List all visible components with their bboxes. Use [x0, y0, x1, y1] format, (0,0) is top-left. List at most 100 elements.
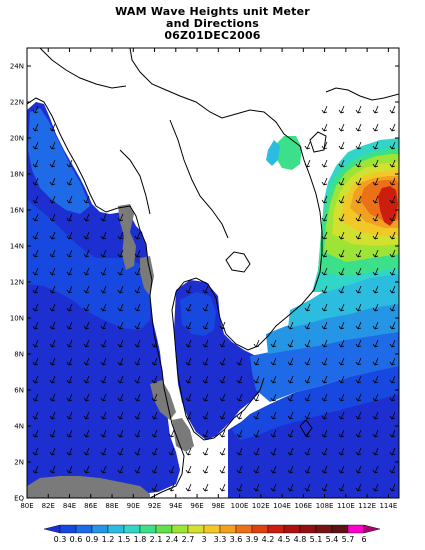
colorbar-swatch — [171, 524, 189, 534]
direction-arrow — [219, 483, 226, 492]
direction-arrow — [389, 141, 396, 150]
wave-direction-arrows — [32, 105, 396, 492]
colorbar-swatch — [43, 524, 61, 534]
direction-arrow — [372, 123, 379, 132]
direction-arrow — [338, 357, 345, 366]
direction-arrow — [338, 447, 345, 456]
direction-arrow — [372, 303, 379, 312]
direction-arrow — [32, 303, 39, 312]
direction-arrow — [32, 177, 39, 186]
direction-arrow — [338, 105, 345, 114]
direction-arrow — [202, 393, 209, 402]
colorbar-label: 5.7 — [342, 535, 355, 544]
direction-arrow — [49, 393, 56, 402]
direction-arrow — [100, 393, 107, 402]
colorbar-label: 3.9 — [246, 535, 259, 544]
direction-arrow — [372, 285, 379, 294]
coastlines — [27, 48, 399, 498]
direction-arrow — [304, 357, 311, 366]
direction-arrow — [287, 375, 294, 384]
direction-arrow — [321, 411, 328, 420]
direction-arrow — [355, 375, 362, 384]
colorbar-swatch — [187, 524, 205, 534]
colorbar-label: 0.3 — [54, 535, 67, 544]
direction-arrow — [389, 357, 396, 366]
colorbar-swatch — [123, 524, 141, 534]
lon-tick-label: 90E — [127, 502, 140, 510]
axis-ticks: 80E 82E 84E 86E 88E 90E 92E 94E 96E 98E 100E 102E 10… — [10, 48, 399, 510]
direction-arrow — [338, 321, 345, 330]
sea-scs-band-4 — [288, 270, 399, 328]
direction-arrow — [338, 249, 345, 258]
direction-arrow — [117, 447, 124, 456]
direction-arrow — [49, 303, 56, 312]
colorbar-label: 3.6 — [230, 535, 243, 544]
lon-tick-label: 100E — [231, 502, 249, 510]
direction-arrow — [49, 411, 56, 420]
direction-arrow — [355, 357, 362, 366]
direction-arrow — [389, 267, 396, 276]
direction-arrow — [372, 429, 379, 438]
direction-arrow — [321, 303, 328, 312]
direction-arrow — [389, 465, 396, 474]
direction-arrow — [389, 249, 396, 258]
direction-arrow — [83, 303, 90, 312]
direction-arrow — [32, 123, 39, 132]
direction-arrow — [338, 483, 345, 492]
direction-arrow — [355, 411, 362, 420]
direction-arrow — [321, 177, 328, 186]
direction-arrow — [389, 123, 396, 132]
colorbar-label: 0.9 — [86, 535, 99, 544]
direction-arrow — [202, 303, 209, 312]
direction-arrow — [372, 213, 379, 222]
direction-arrow — [270, 447, 277, 456]
direction-arrow — [185, 447, 192, 456]
direction-arrow — [202, 465, 209, 474]
direction-arrow — [236, 393, 243, 402]
direction-arrow — [219, 339, 226, 348]
lat-tick-label: 12N — [10, 279, 24, 287]
direction-arrow — [202, 429, 209, 438]
direction-arrow — [389, 303, 396, 312]
direction-arrow — [83, 393, 90, 402]
direction-arrow — [66, 321, 73, 330]
direction-arrow — [100, 447, 107, 456]
direction-arrow — [355, 321, 362, 330]
direction-arrow — [202, 375, 209, 384]
direction-arrow — [32, 429, 39, 438]
direction-arrow — [151, 429, 158, 438]
direction-arrow — [287, 393, 294, 402]
direction-arrow — [83, 195, 90, 204]
direction-arrow — [134, 465, 141, 474]
direction-arrow — [253, 393, 260, 402]
colorbar-swatch — [155, 524, 173, 534]
colorbar-swatch — [59, 524, 77, 534]
direction-arrow — [168, 429, 175, 438]
direction-arrow — [338, 303, 345, 312]
direction-arrow — [117, 339, 124, 348]
direction-arrow — [100, 339, 107, 348]
direction-arrow — [202, 447, 209, 456]
direction-arrow — [355, 213, 362, 222]
colorbar-label: 2.1 — [150, 535, 163, 544]
direction-arrow — [32, 411, 39, 420]
direction-arrow — [117, 321, 124, 330]
direction-arrow — [134, 285, 141, 294]
lon-tick-label: 84E — [63, 502, 76, 510]
direction-arrow — [321, 447, 328, 456]
masked-area-malay — [150, 380, 176, 420]
direction-arrow — [49, 321, 56, 330]
direction-arrow — [304, 411, 311, 420]
direction-arrow — [134, 375, 141, 384]
direction-arrow — [287, 483, 294, 492]
direction-arrow — [83, 357, 90, 366]
direction-arrow — [32, 321, 39, 330]
direction-arrow — [134, 249, 141, 258]
direction-arrow — [355, 123, 362, 132]
direction-arrow — [389, 393, 396, 402]
map-title-line-1: WAM Wave Heights unit Meter — [115, 5, 310, 18]
direction-arrow — [372, 339, 379, 348]
direction-arrow — [389, 213, 396, 222]
colorbar-swatch — [299, 524, 317, 534]
colorbar-label: 4.2 — [262, 535, 275, 544]
